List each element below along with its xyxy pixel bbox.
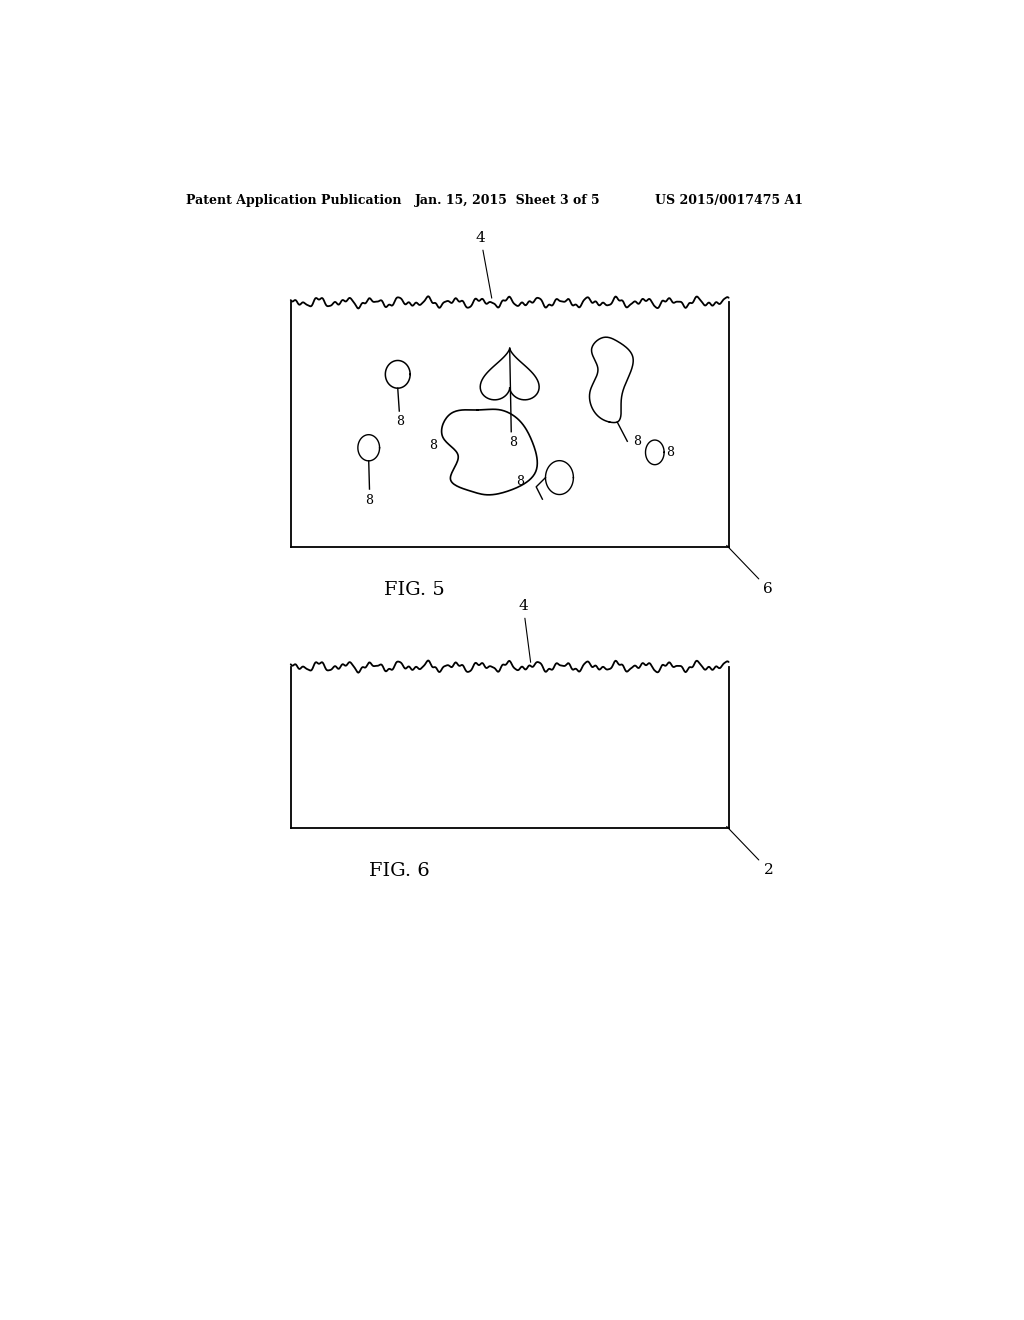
Text: 8: 8 <box>633 436 641 447</box>
Text: FIG. 5: FIG. 5 <box>384 581 445 598</box>
Text: 4: 4 <box>518 599 530 663</box>
Text: FIG. 6: FIG. 6 <box>369 862 430 879</box>
Text: 6: 6 <box>727 545 773 595</box>
Text: 2: 2 <box>727 826 773 876</box>
Text: 4: 4 <box>476 231 492 298</box>
Text: 8: 8 <box>510 436 517 449</box>
Text: 8: 8 <box>365 495 373 507</box>
Text: Jan. 15, 2015  Sheet 3 of 5: Jan. 15, 2015 Sheet 3 of 5 <box>415 194 600 207</box>
Text: 8: 8 <box>667 446 675 459</box>
Text: US 2015/0017475 A1: US 2015/0017475 A1 <box>655 194 803 207</box>
Text: 8: 8 <box>396 414 404 428</box>
Text: 8: 8 <box>429 438 437 451</box>
Text: Patent Application Publication: Patent Application Publication <box>186 194 401 207</box>
Text: 8: 8 <box>516 475 524 488</box>
